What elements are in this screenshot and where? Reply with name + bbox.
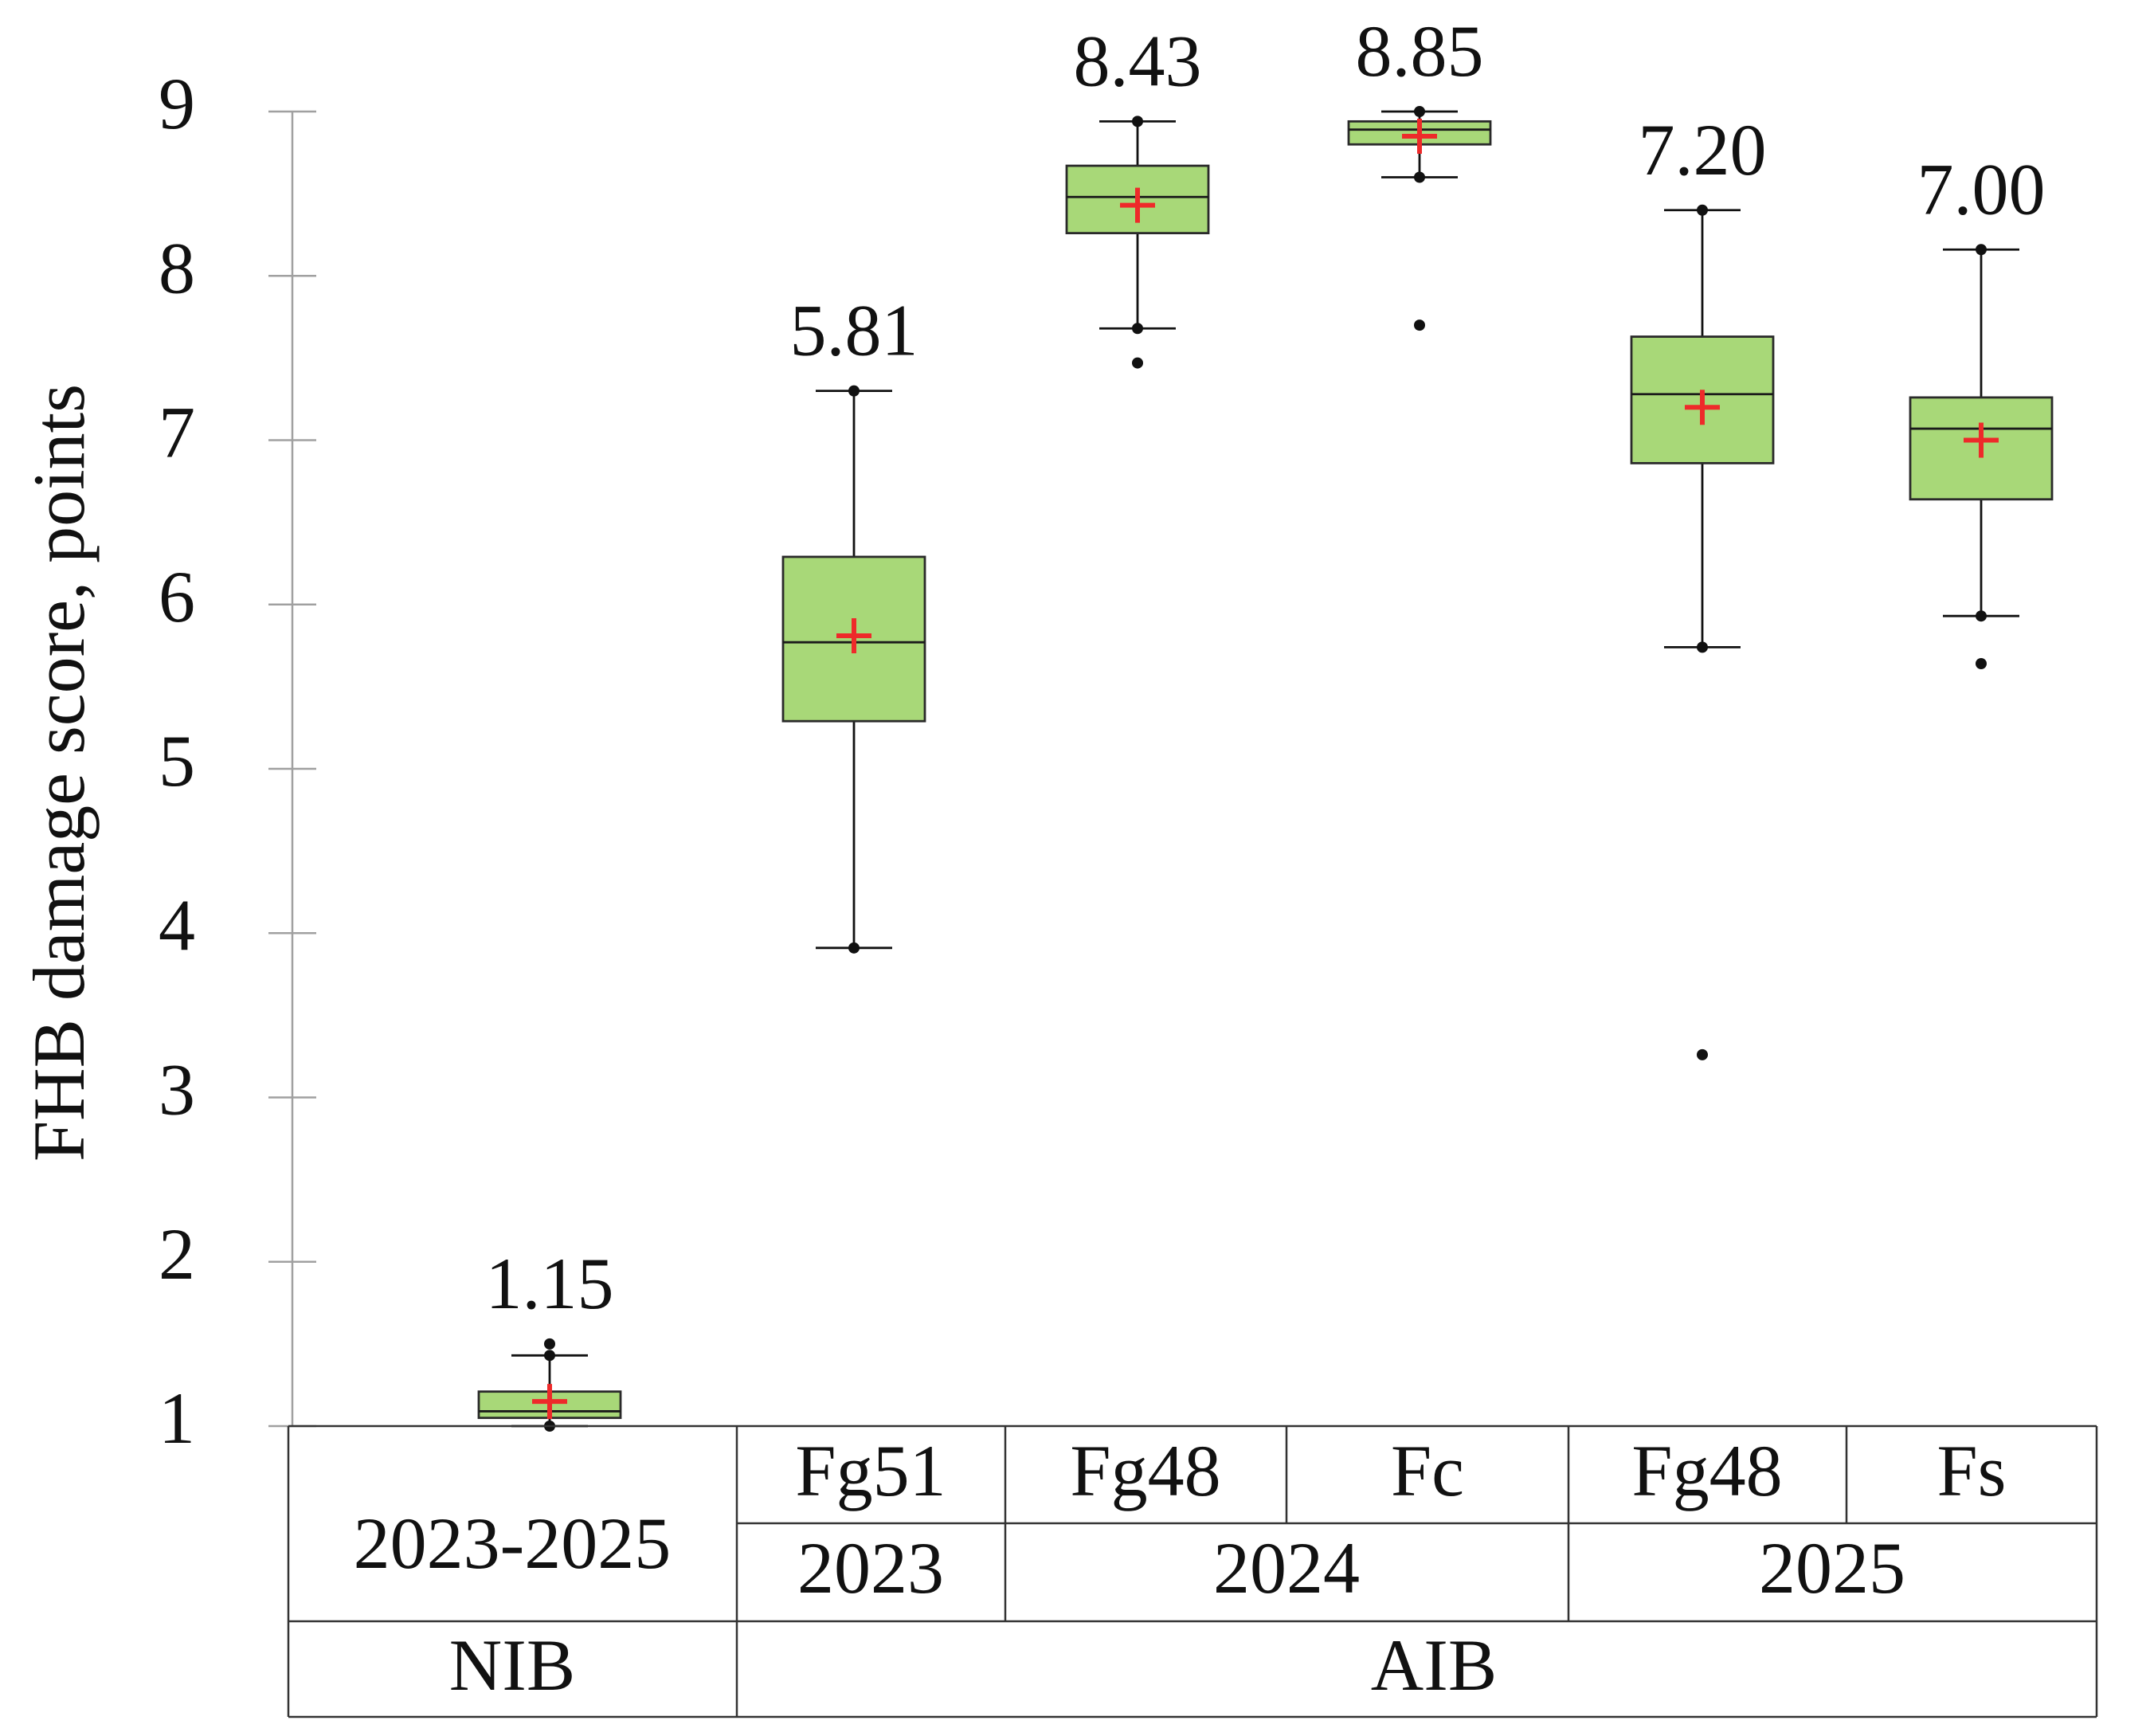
table-cell-fg48-2025: Fg48 [1631, 1430, 1782, 1511]
min-point [1414, 171, 1425, 183]
mean-marker [836, 617, 871, 653]
table-cell-period: 2023-2025 [354, 1503, 672, 1584]
y-tick-label: 2 [159, 1213, 195, 1295]
max-point [848, 385, 860, 397]
min-point [1697, 641, 1708, 653]
mean-marker [1120, 187, 1155, 223]
boxes-layer: 1.15 5.81 8.43 8.85 7.20 7.00 [477, 10, 2054, 1432]
mean-marker [1964, 422, 1999, 458]
box-group: 8.43 [1065, 20, 1210, 369]
mean-value-label: 8.43 [1074, 20, 1202, 101]
table-cell-year-2023: 2023 [797, 1527, 944, 1609]
table-cell-fg51: Fg51 [795, 1430, 946, 1511]
max-point [1697, 204, 1708, 216]
y-axis-label: FHB damage score, points [18, 384, 100, 1162]
max-point [1976, 244, 1987, 256]
mean-marker [1402, 118, 1437, 154]
mean-value-label: 1.15 [486, 1243, 614, 1324]
category-table: 2023-2025 Fg51 Fg48 Fc Fg48 Fs 2023 2024… [287, 1424, 2098, 1718]
table-cell-year-2024: 2024 [1213, 1527, 1360, 1609]
min-point [1132, 323, 1143, 335]
mean-marker [532, 1384, 567, 1420]
table-cell-year-2025: 2025 [1759, 1527, 1905, 1609]
box-group: 7.20 [1630, 109, 1775, 1060]
table-cell-fc: Fc [1391, 1430, 1464, 1511]
box-group: 7.00 [1909, 148, 2054, 669]
min-point [1976, 610, 1987, 622]
mean-marker [1685, 390, 1720, 425]
y-tick-label: 1 [159, 1377, 195, 1459]
box-group: 1.15 [477, 1243, 622, 1432]
max-point [544, 1350, 555, 1362]
y-tick-label: 8 [159, 227, 195, 308]
y-tick-label: 7 [159, 392, 195, 473]
mean-value-label: 7.20 [1639, 109, 1767, 190]
box-group: 5.81 [781, 290, 926, 954]
outlier-point [1697, 1048, 1708, 1060]
y-ticks: 1 2 3 4 5 6 7 8 9 [159, 63, 316, 1459]
outlier-point [1976, 658, 1987, 669]
outlier-point [1414, 319, 1425, 331]
box-group: 8.85 [1347, 10, 1492, 331]
y-tick-label: 6 [159, 556, 195, 637]
max-point [1414, 106, 1425, 117]
table-cell-aib: AIB [1371, 1624, 1497, 1706]
outlier-point [1132, 357, 1143, 369]
mean-value-label: 5.81 [790, 290, 918, 371]
outlier-point [544, 1338, 555, 1350]
y-tick-label: 5 [159, 720, 195, 801]
mean-value-label: 8.85 [1356, 10, 1484, 92]
y-tick-label: 9 [159, 63, 195, 144]
table-cell-fs: Fs [1937, 1430, 2007, 1511]
y-tick-label: 3 [159, 1049, 195, 1131]
mean-value-label: 7.00 [1917, 148, 2046, 229]
y-tick-label: 4 [159, 884, 195, 966]
min-point [848, 942, 860, 954]
max-point [1132, 116, 1143, 127]
table-cell-nib: NIB [449, 1624, 575, 1706]
table-cell-fg48-2024: Fg48 [1070, 1430, 1220, 1511]
